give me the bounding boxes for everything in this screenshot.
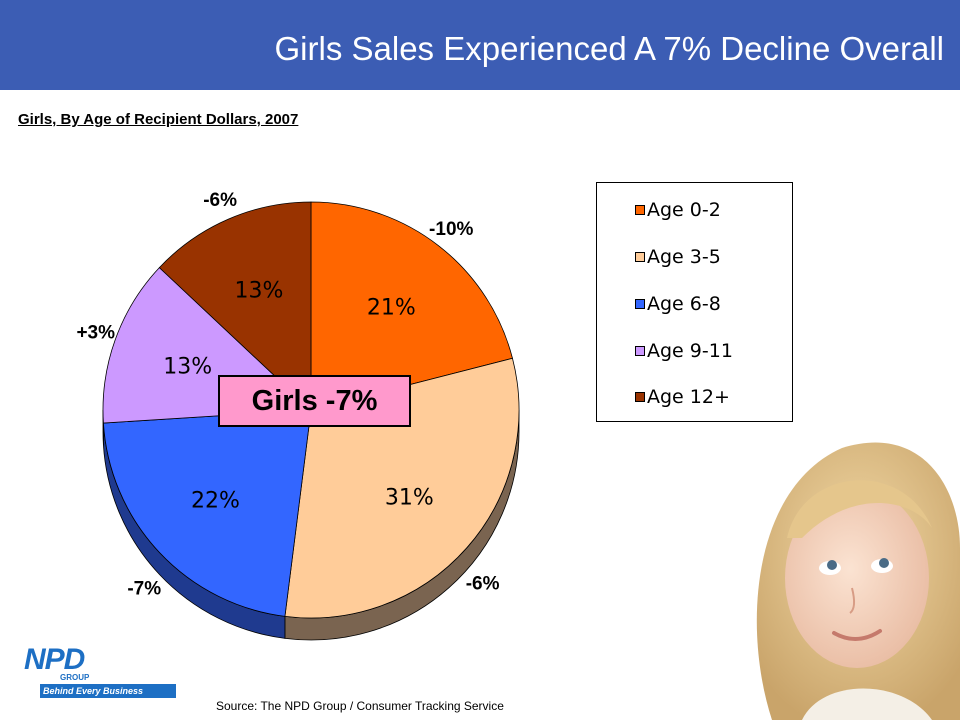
logo-group-text: GROUP [60,673,90,682]
pie-value-label-age-3-5: 31% [385,486,434,511]
legend-label: Age 0-2 [647,199,721,221]
pie-value-label-age-0-2: 21% [367,295,416,320]
girl-photo-icon [756,442,960,720]
pie-change-label-age-6-8: -7% [127,579,161,600]
legend-label: Age 3-5 [647,246,721,268]
legend-swatch-age-12-plus [635,392,645,402]
legend-entry-age-9-11: Age 9-11 [635,340,733,362]
legend-label: Age 9-11 [647,340,733,362]
pie-slice-age-0-2 [310,201,513,411]
npd-logo-icon: NPD GROUP Behind Every Business Decision [20,643,180,710]
legend-entry-age-0-2: Age 0-2 [635,199,721,221]
pie-value-label-age-9-11: 13% [163,355,212,380]
legend-entry-age-3-5: Age 3-5 [635,246,721,268]
chart-legend: Age 0-2 Age 3-5 Age 6-8 Age 9-11 Age 12+ [596,182,793,422]
pie-change-label-age-9-11: +3% [76,322,115,343]
legend-swatch-age-0-2 [635,205,645,215]
pie-change-label-age-3-5: -6% [466,573,500,594]
legend-label: Age 12+ [647,386,730,408]
legend-entry-age-12-plus: Age 12+ [635,386,730,408]
page-title: Girls Sales Experienced A 7% Decline Ove… [274,30,944,67]
pie-value-label-age-12-plus: 13% [235,279,284,304]
pie-value-label-age-6-8: 22% [191,489,240,514]
pie-change-label-age-0-2: -10% [429,219,473,240]
logo-tagline: Behind Every Business Decision [40,684,176,710]
legend-swatch-age-6-8 [635,299,645,309]
pie-slice-age-6-8 [102,409,312,617]
legend-swatch-age-3-5 [635,252,645,262]
legend-entry-age-6-8: Age 6-8 [635,293,721,315]
girls-total-callout: Girls -7% [218,375,411,427]
legend-label: Age 6-8 [647,293,721,315]
pie-slice-age-12-plus [158,201,312,411]
title-bar [0,0,960,90]
source-note: Source: The NPD Group / Consumer Trackin… [216,699,504,713]
chart-title: Girls, By Age of Recipient Dollars, 2007 [18,111,299,128]
logo-wordmark: NPD [24,643,85,676]
pie-change-label-age-12-plus: -6% [203,190,237,211]
legend-swatch-age-9-11 [635,346,645,356]
